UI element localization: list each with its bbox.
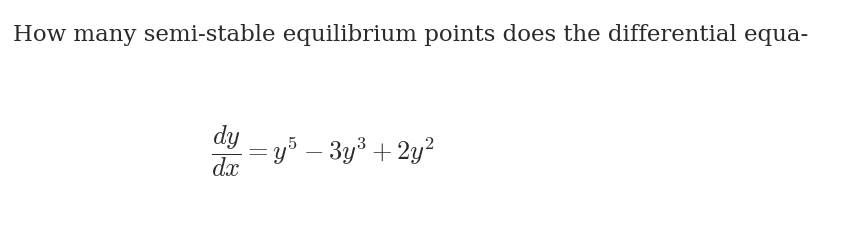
Text: $\dfrac{dy}{dx} = y^5 - 3y^3 + 2y^2$: $\dfrac{dy}{dx} = y^5 - 3y^3 + 2y^2$ (211, 123, 435, 179)
Text: How many semi-stable equilibrium points does the differential equa-: How many semi-stable equilibrium points … (14, 24, 809, 46)
